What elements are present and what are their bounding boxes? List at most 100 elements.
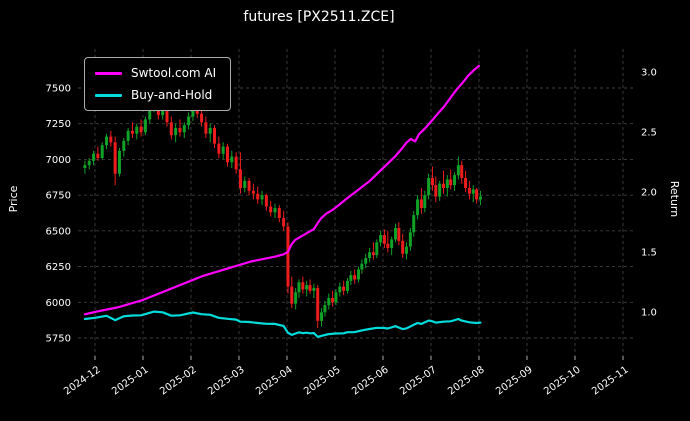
candle-body [92,153,96,161]
candle-body [260,195,264,200]
candle-body [412,215,416,233]
candle-body [130,130,134,134]
candle-body [87,160,91,166]
buy-and-hold-line [83,310,482,338]
candle-body [96,153,100,158]
candle-body [475,189,479,200]
candle-body [165,105,169,123]
candle-body [230,156,234,163]
candle-body [187,116,191,126]
candle-body [305,285,309,290]
candle-body [445,179,449,188]
candle-body [290,286,294,304]
x-tick-label: 2025-05 [302,364,343,397]
candle-body [456,165,460,176]
price-tick-label: 6500 [46,226,71,237]
price-tick-label: 7000 [46,155,71,166]
legend-item-ai: Swtool.com AI [95,66,216,80]
candle-body [478,196,482,200]
candle-body [282,218,286,227]
candle-body [390,239,394,248]
candle-body [297,282,301,293]
candle-body [460,165,464,178]
price-tick-label: 5750 [46,334,71,345]
x-tick-label: 2025-02 [158,364,199,397]
price-tick-label: 6000 [46,298,71,309]
candle-body [449,179,453,186]
candle-body [221,146,225,154]
legend: Swtool.com AI Buy-and-Hold [84,57,232,111]
candle-body [464,178,468,188]
candle-body [471,189,475,194]
x-tick-label: 2024-12 [62,364,103,397]
candle-body [434,185,438,197]
candle-body [393,228,397,240]
candle-body [139,126,143,133]
candle-body [397,228,401,241]
y-axis-label-return: Return [668,180,681,218]
candle-body [256,193,260,200]
candle-body [349,275,353,281]
candle-body [368,252,372,258]
candle-body [100,145,104,158]
candle-body [364,258,368,264]
candle-body [360,263,364,270]
candle-body [225,146,229,163]
candle-body [320,312,324,321]
candle-body [264,195,268,207]
candle-body [327,298,331,306]
candle-body [405,246,409,254]
candle-body [316,288,320,321]
y-axis-label-price: Price [7,185,20,213]
candle-body [371,252,375,256]
candle-body [416,199,420,216]
candle-body [269,206,273,213]
candle-body [353,275,357,280]
x-tick-label: 2025-07 [398,364,439,397]
candle-body [301,282,305,290]
price-tick-label: 7500 [46,84,71,95]
candle-body [217,143,221,154]
x-tick-label: 2025-10 [542,364,583,397]
candle-body [122,140,126,151]
candle-body [148,109,152,120]
ai-return-line [83,64,481,316]
candle-body [135,126,139,134]
candle-body [338,286,342,293]
price-tick-label: 6750 [46,191,71,202]
price-tick-label: 7250 [46,119,71,130]
candle-body [247,180,251,191]
x-tick-label: 2025-09 [494,364,535,397]
candle-body [251,190,255,194]
candle-body [312,288,316,291]
candle-body [379,235,383,243]
candle-body [169,122,173,136]
candle-body [83,165,87,168]
candle-body [273,208,277,213]
candle-body [401,240,405,254]
buy-and-hold-line-swatch [95,93,122,97]
x-tick-label: 2025-06 [350,364,391,397]
candle-body [382,235,386,244]
candle-body [357,269,361,280]
candle-body [375,242,379,256]
candle-body [453,175,457,186]
return-tick-label: 1.5 [641,247,657,258]
candle-body [200,113,204,123]
x-tick-label: 2025-03 [206,364,247,397]
candle-body [345,280,349,291]
candle-body [438,183,442,197]
return-tick-label: 2.5 [641,127,657,138]
candle-body [113,142,117,174]
legend-label-ai: Swtool.com AI [131,66,217,80]
candle-body [213,128,217,144]
candle-body [308,285,312,291]
candle-body [105,136,109,146]
candle-body [423,195,427,208]
candle-body [286,226,290,287]
legend-label-buy-and-hold: Buy-and-Hold [131,88,213,102]
return-tick-label: 2.0 [641,187,657,198]
candle-body [126,130,130,141]
